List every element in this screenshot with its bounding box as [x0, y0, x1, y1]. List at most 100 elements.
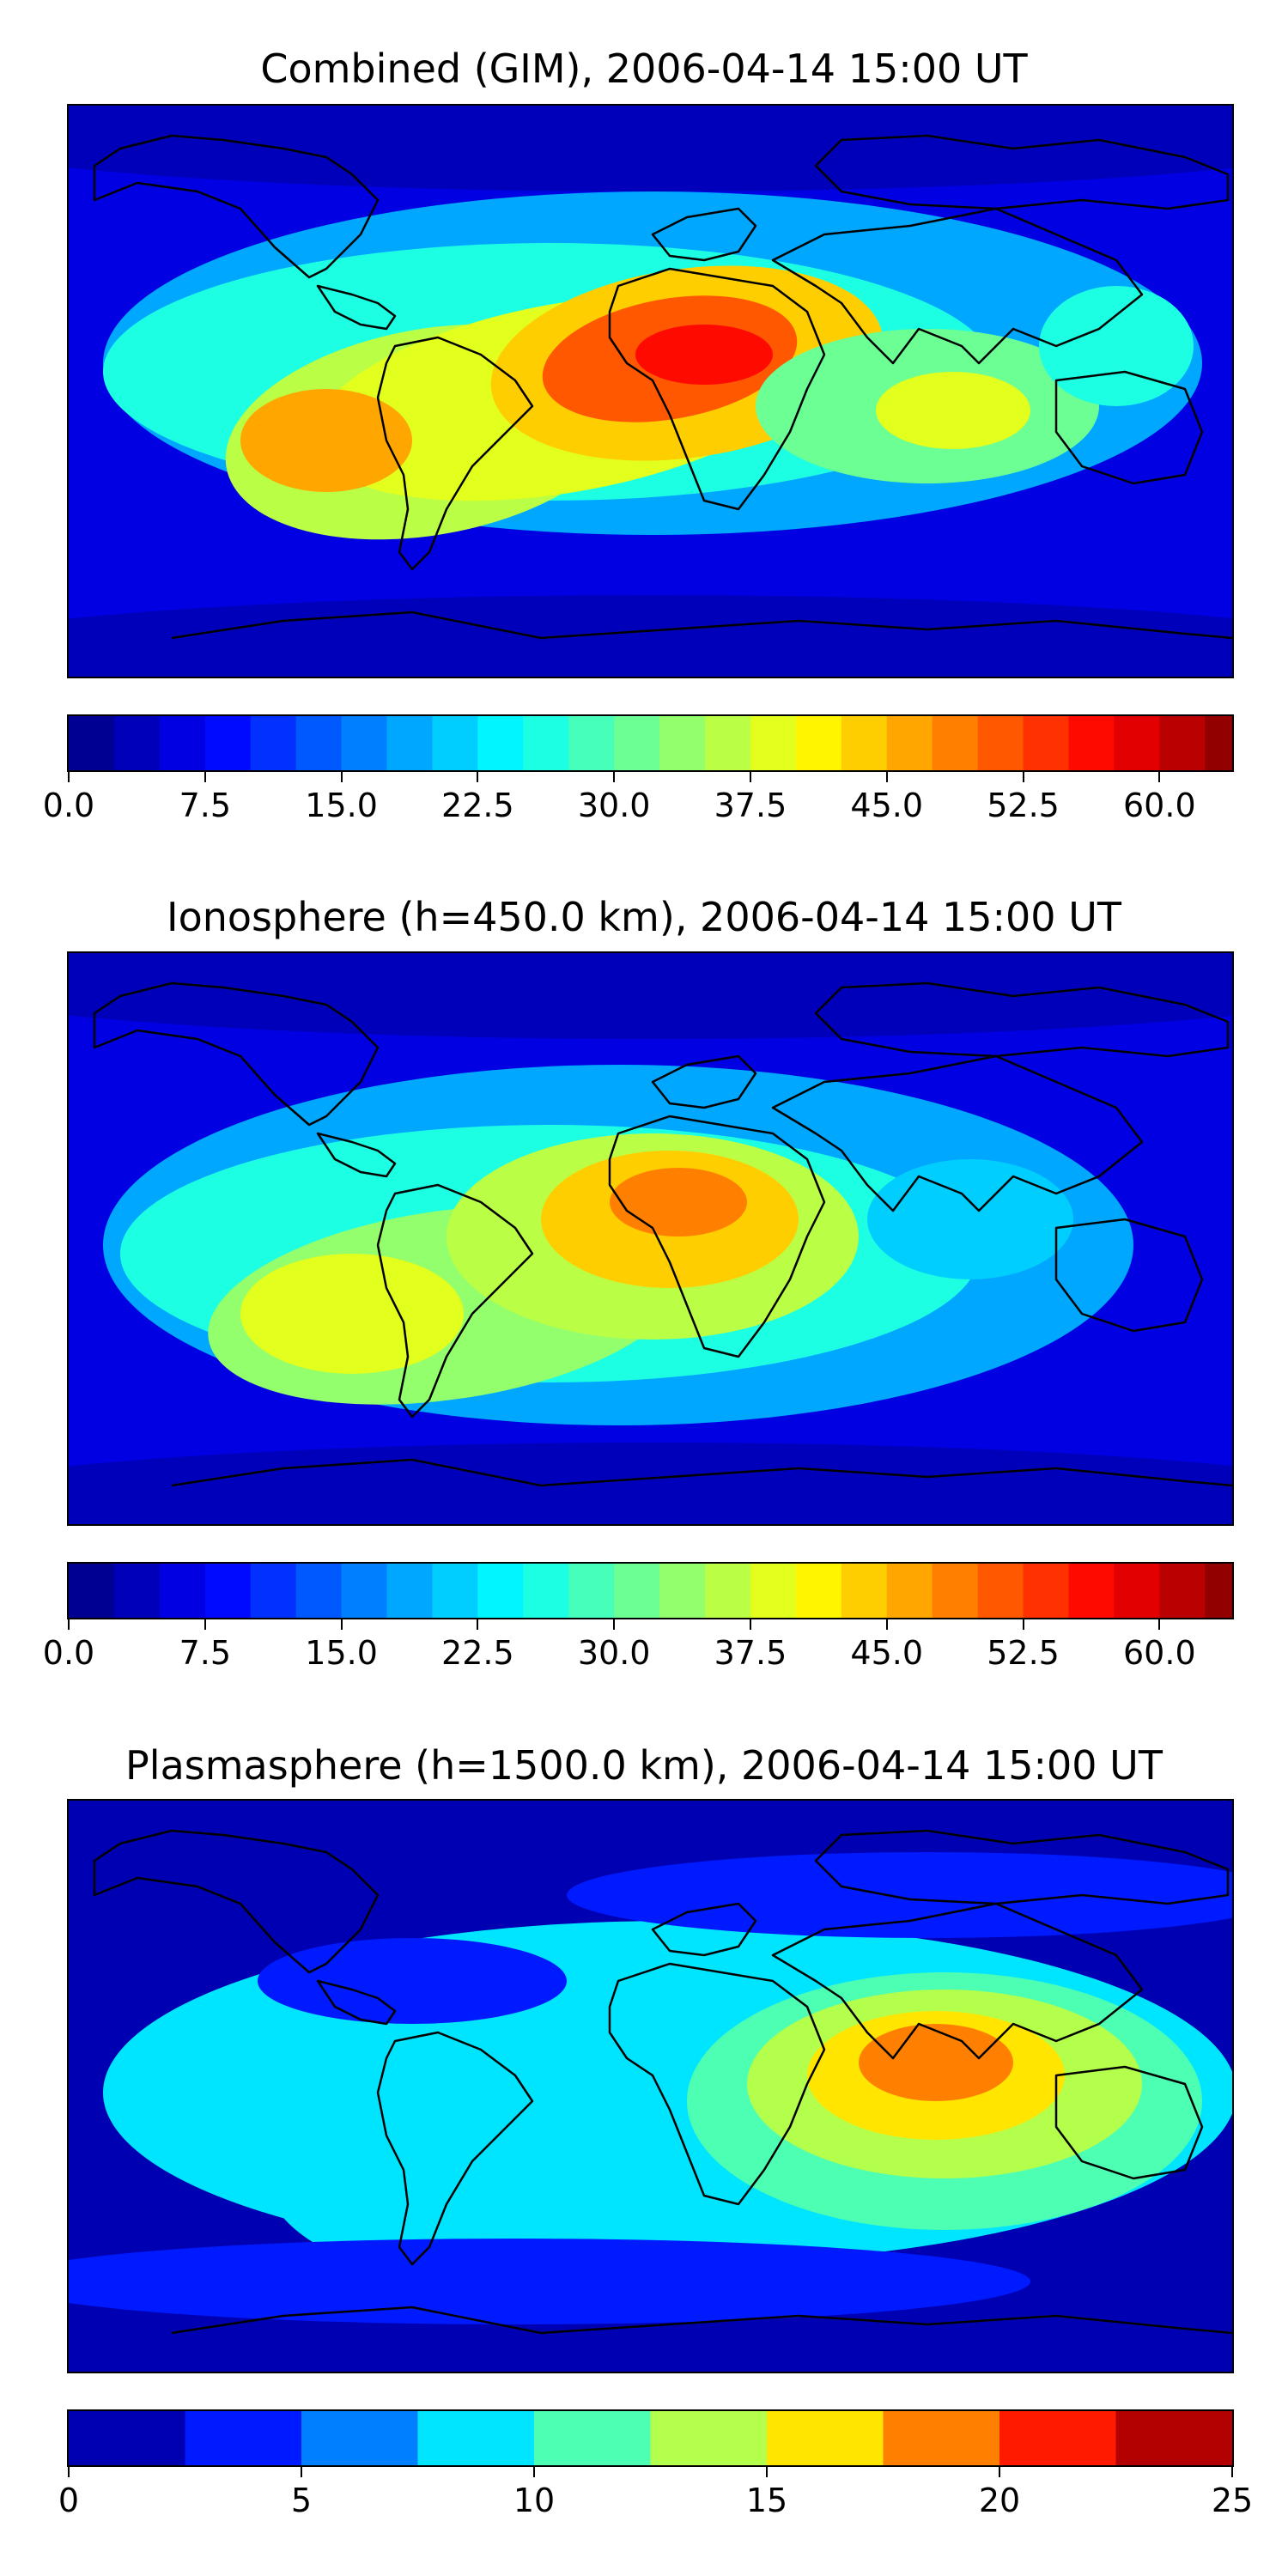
- coastline-7: [814, 134, 1230, 210]
- coastline-5: [771, 1054, 1144, 1212]
- colorbar-tick-label: 30.0: [577, 787, 651, 824]
- colorbar-segment: [1068, 716, 1115, 770]
- colorbar-segment: [977, 716, 1024, 770]
- colorbar-tick-label: 7.5: [179, 1634, 231, 1672]
- coastline-0: [93, 134, 380, 279]
- south-polar-band: [69, 1443, 1232, 1524]
- colorbar-segment: [534, 2411, 651, 2465]
- colorbar-tick-label: 25: [1211, 2482, 1254, 2519]
- colorbar-tick-label: 60.0: [1123, 787, 1196, 824]
- colorbar-segment: [568, 1564, 615, 1618]
- colorbar-segment: [659, 716, 706, 770]
- coastline-7: [814, 981, 1230, 1058]
- colorbar-segment: [341, 716, 388, 770]
- contour-region-7: [867, 1159, 1073, 1279]
- colorbar-segment: [295, 1564, 343, 1618]
- colorbar-segment: [477, 1564, 524, 1618]
- coastline-3: [608, 267, 826, 511]
- colorbar-segment: [1115, 2411, 1232, 2465]
- coastline-1: [316, 284, 397, 331]
- coastline-2: [376, 2031, 534, 2266]
- colorbar-tick-mark: [885, 1619, 888, 1630]
- colorbar-segment: [705, 1564, 751, 1618]
- colorbar-segment: [432, 1564, 478, 1618]
- colorbar-tick-mark: [749, 1619, 751, 1630]
- coastline-6: [1054, 1218, 1204, 1333]
- coastlines: [93, 1829, 1232, 2335]
- panel-1-colorbar: [67, 714, 1234, 772]
- coastline-1: [316, 1132, 397, 1178]
- colorbar-tick-label: 0.0: [42, 1634, 95, 1672]
- colorbar-tick-mark: [340, 772, 343, 782]
- colorbar-tick-label: 45.0: [850, 1634, 924, 1672]
- colorbar-segment: [477, 716, 524, 770]
- panel-1-map-svg: [69, 106, 1232, 677]
- colorbar-segment: [1159, 716, 1206, 770]
- colorbar-segment: [932, 1564, 979, 1618]
- colorbar-tick-label: 37.5: [714, 787, 787, 824]
- colorbar-tick-mark: [477, 1619, 479, 1630]
- colorbar-segment: [659, 1564, 706, 1618]
- colorbar-segment: [523, 1564, 569, 1618]
- colorbar-segment: [432, 716, 478, 770]
- coastline-3: [608, 1115, 826, 1358]
- coastline-4: [651, 1902, 757, 1957]
- panel-1-title: Combined (GIM), 2006-04-14 15:00 UT: [260, 46, 1028, 92]
- colorbar-segment: [614, 716, 660, 770]
- colorbar-tick-label: 52.5: [987, 787, 1060, 824]
- coastline-3: [608, 1962, 826, 2206]
- colorbar-tick-mark: [1022, 772, 1024, 782]
- panel-1-colorbar-svg: [69, 716, 1232, 770]
- colorbar-segment: [1114, 716, 1160, 770]
- colorbar-segment: [1068, 1564, 1115, 1618]
- colorbar-segment: [750, 1564, 797, 1618]
- colorbar-segment: [841, 1564, 888, 1618]
- colorbar-tick-mark: [204, 772, 206, 782]
- colorbar-tick-mark: [1158, 1619, 1161, 1630]
- colorbar-tick-label: 37.5: [714, 1634, 787, 1672]
- colorbar-segment: [568, 716, 615, 770]
- colorbar-tick-mark: [1022, 1619, 1024, 1630]
- colorbar-tick-mark: [885, 772, 888, 782]
- coastline-8: [171, 611, 1232, 640]
- colorbar-tick-mark: [766, 2467, 768, 2477]
- field-layer: [69, 953, 1232, 1524]
- colorbar-segment: [767, 2411, 884, 2465]
- field-layer: [69, 1801, 1232, 2372]
- colorbar-segment: [204, 1564, 252, 1618]
- colorbar-segment: [69, 716, 115, 770]
- north-polar-band: [69, 953, 1232, 1039]
- colorbar-tick-mark: [1231, 2467, 1233, 2477]
- colorbar-segment: [1023, 1564, 1069, 1618]
- colorbar-tick-mark: [340, 1619, 343, 1630]
- panel-1-map: [67, 104, 1234, 678]
- colorbar-tick-label: 52.5: [987, 1634, 1060, 1672]
- colorbar-tick-label: 7.5: [179, 787, 231, 824]
- contour-region-7: [567, 1852, 1232, 1938]
- colorbar-segment: [795, 1564, 842, 1618]
- colorbar-tick-mark: [613, 772, 616, 782]
- colorbar-segment: [185, 2411, 302, 2465]
- coastline-2: [376, 336, 534, 571]
- panel-3-map: [67, 1799, 1234, 2373]
- coastline-0: [93, 1829, 380, 1974]
- colorbar-tick-label: 15.0: [305, 787, 378, 824]
- colorbar-segment: [341, 1564, 388, 1618]
- colorbar-segment: [932, 716, 979, 770]
- colorbar-tick-mark: [68, 2467, 70, 2477]
- south-polar-band: [69, 595, 1232, 677]
- coastline-7: [814, 1829, 1230, 1905]
- colorbar-segment: [1159, 1564, 1206, 1618]
- colorbar-segment: [250, 716, 297, 770]
- colorbar-tick-label: 20: [978, 2482, 1021, 2519]
- coastline-1: [316, 1979, 397, 2026]
- colorbar-tick-label: 60.0: [1123, 1634, 1196, 1672]
- colorbar-tick-label: 15.0: [305, 1634, 378, 1672]
- colorbar-tick-mark: [999, 2467, 1000, 2477]
- panel-3-colorbar: [67, 2409, 1234, 2467]
- panel-3-map-svg: [69, 1801, 1232, 2372]
- colorbar-segment: [999, 2411, 1116, 2465]
- coastline-5: [771, 207, 1144, 365]
- coastline-6: [1054, 370, 1204, 485]
- colorbar-tick-mark: [301, 2467, 302, 2477]
